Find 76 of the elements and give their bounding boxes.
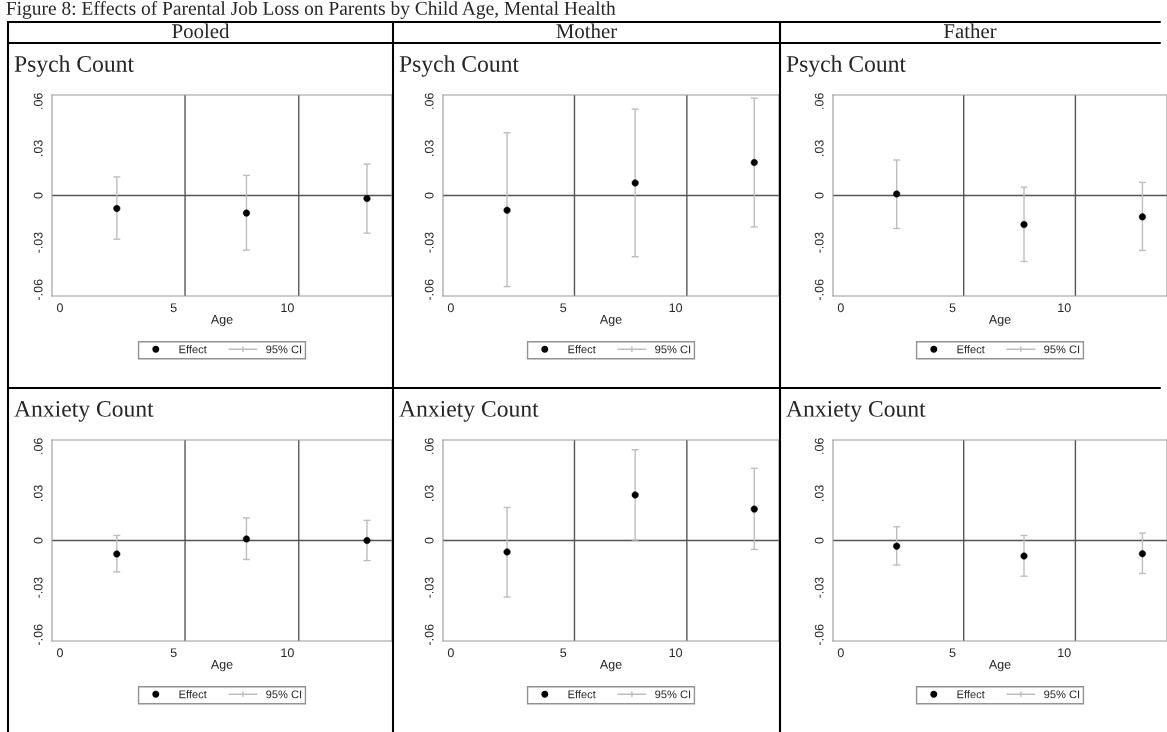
x-tick-label: 0 [447,303,454,313]
x-axis-title: Age [210,660,233,672]
x-axis-title: Age [210,315,233,327]
chart-subtitle: Mother [556,23,617,39]
x-tick-label: 10 [281,303,294,313]
x-tick-label: 0 [56,648,63,658]
y-tick-label: -.03 [424,232,434,253]
y-tick-label: -.06 [814,279,824,300]
y-tick-label: .06 [814,438,824,454]
legend-label: 95% CI [266,690,302,699]
y-tick-label: 0 [33,537,43,544]
legend-label: Effect [179,690,207,699]
chart-title: Anxiety Count [14,400,154,422]
x-tick-label: 5 [949,648,956,658]
legend-label: Effect [568,345,596,354]
caption: Figure 8: Effects of Parental Job Loss on Parents by Child Age, Mental Health [6,1,616,19]
x-tick-label: 10 [669,303,683,313]
chart-subtitle: Father [943,23,997,39]
legend-label: Effect [957,345,985,354]
legend-label: 95% CI [655,690,691,699]
y-tick-label: -.06 [424,624,434,645]
x-tick-label: 0 [837,648,844,658]
y-tick-label: -.03 [33,577,43,598]
chart-title: Anxiety Count [786,400,926,422]
y-tick-label: .06 [814,93,824,109]
chart-title: Psych Count [786,55,906,77]
x-tick-label: 0 [56,303,63,313]
x-tick-label: 10 [1058,648,1071,658]
y-tick-label: .03 [33,485,43,501]
x-axis-title: Age [988,315,1011,327]
legend-label: 95% CI [266,345,302,354]
x-axis-title: Age [599,315,622,327]
y-tick-label: -.06 [424,279,434,300]
y-tick-label: 0 [33,192,43,199]
y-tick-label: .03 [814,140,824,156]
legend-label: 95% CI [1044,690,1080,699]
x-axis-title: Age [988,660,1011,672]
x-tick-label: 5 [949,303,956,313]
x-tick-label: 10 [1058,303,1071,313]
chart-title: Psych Count [399,55,519,77]
x-tick-label: 5 [560,303,567,313]
legend-label: Effect [179,345,207,354]
y-tick-label: -.03 [814,232,824,253]
y-tick-label: .03 [424,140,434,156]
y-tick-label: .06 [33,438,43,454]
legend-label: 95% CI [655,345,691,354]
y-tick-label: -.03 [33,232,43,253]
y-tick-label: -.03 [814,577,824,598]
y-tick-label: 0 [814,537,824,544]
legend-label: 95% CI [1044,345,1080,354]
chart-title: Psych Count [14,55,134,77]
y-tick-label: 0 [814,192,824,199]
y-tick-label: -.03 [424,577,434,598]
x-tick-label: 0 [447,648,454,658]
y-tick-label: .06 [424,438,434,454]
x-axis-title: Age [599,660,622,672]
y-tick-label: 0 [424,192,434,199]
y-tick-label: .06 [424,93,434,109]
y-tick-label: -.06 [814,624,824,645]
x-tick-label: 5 [170,648,177,658]
y-tick-label: 0 [424,537,434,544]
y-tick-label: -.06 [33,624,43,645]
x-tick-label: 5 [560,648,567,658]
legend-label: Effect [568,690,596,699]
y-tick-label: .03 [33,140,43,156]
y-tick-label: -.06 [33,279,43,300]
legend-label: Effect [957,690,985,699]
x-tick-label: 0 [837,303,844,313]
x-tick-label: 10 [669,648,683,658]
chart-subtitle: Pooled [172,23,230,39]
y-tick-label: .06 [33,93,43,109]
x-tick-label: 10 [281,648,294,658]
x-tick-label: 5 [170,303,177,313]
y-tick-label: .03 [814,485,824,501]
y-tick-label: .03 [424,485,434,501]
chart-title: Anxiety Count [399,400,539,422]
